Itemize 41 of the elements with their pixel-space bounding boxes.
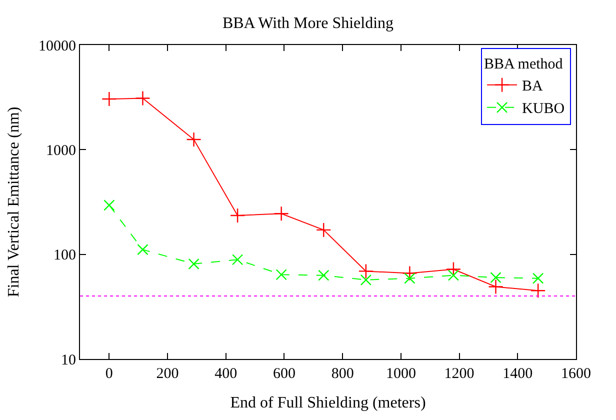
legend-title: BBA method: [484, 56, 564, 73]
y-tick-label: 10: [61, 352, 76, 368]
point: [274, 206, 289, 222]
chart-title: BBA With More Shielding: [222, 15, 394, 32]
point: [490, 272, 502, 284]
point: [530, 283, 546, 298]
y-tick-label: 100: [54, 248, 76, 264]
point: [137, 244, 148, 256]
point: [532, 272, 544, 284]
point: [104, 200, 115, 211]
x-tick-label: 0: [105, 366, 113, 382]
point: [404, 272, 416, 284]
x-tick-label: 1400: [502, 366, 533, 382]
x-tick-label: 800: [331, 366, 354, 382]
point: [358, 264, 374, 279]
point: [230, 208, 246, 224]
point: [276, 269, 287, 280]
point: [102, 91, 117, 107]
point: [360, 274, 372, 286]
point: [186, 132, 202, 148]
point: [448, 270, 460, 281]
point: [402, 266, 418, 281]
x-tick-label: 1200: [444, 366, 474, 382]
x-tick-label: 600: [272, 366, 296, 382]
point: [316, 222, 332, 238]
point: [232, 254, 244, 266]
x-axis-title: End of Full Shielding (meters): [230, 394, 426, 412]
x-tick-label: 400: [214, 366, 238, 382]
x-tick-label: 1000: [386, 366, 416, 382]
point: [446, 262, 462, 277]
x-tick-label: 200: [156, 366, 179, 382]
point: [188, 258, 200, 270]
point: [135, 90, 150, 106]
legend-label: BA: [522, 78, 544, 95]
point: [488, 279, 504, 294]
legend-label: KUBO: [522, 101, 565, 118]
point: [318, 270, 330, 281]
y-axis-title: Final Vertical Emittance (nm): [5, 106, 22, 298]
y-tick-label: 1000: [46, 142, 76, 159]
x-tick-label: 1600: [561, 366, 591, 382]
y-tick-label: 10000: [38, 38, 76, 54]
